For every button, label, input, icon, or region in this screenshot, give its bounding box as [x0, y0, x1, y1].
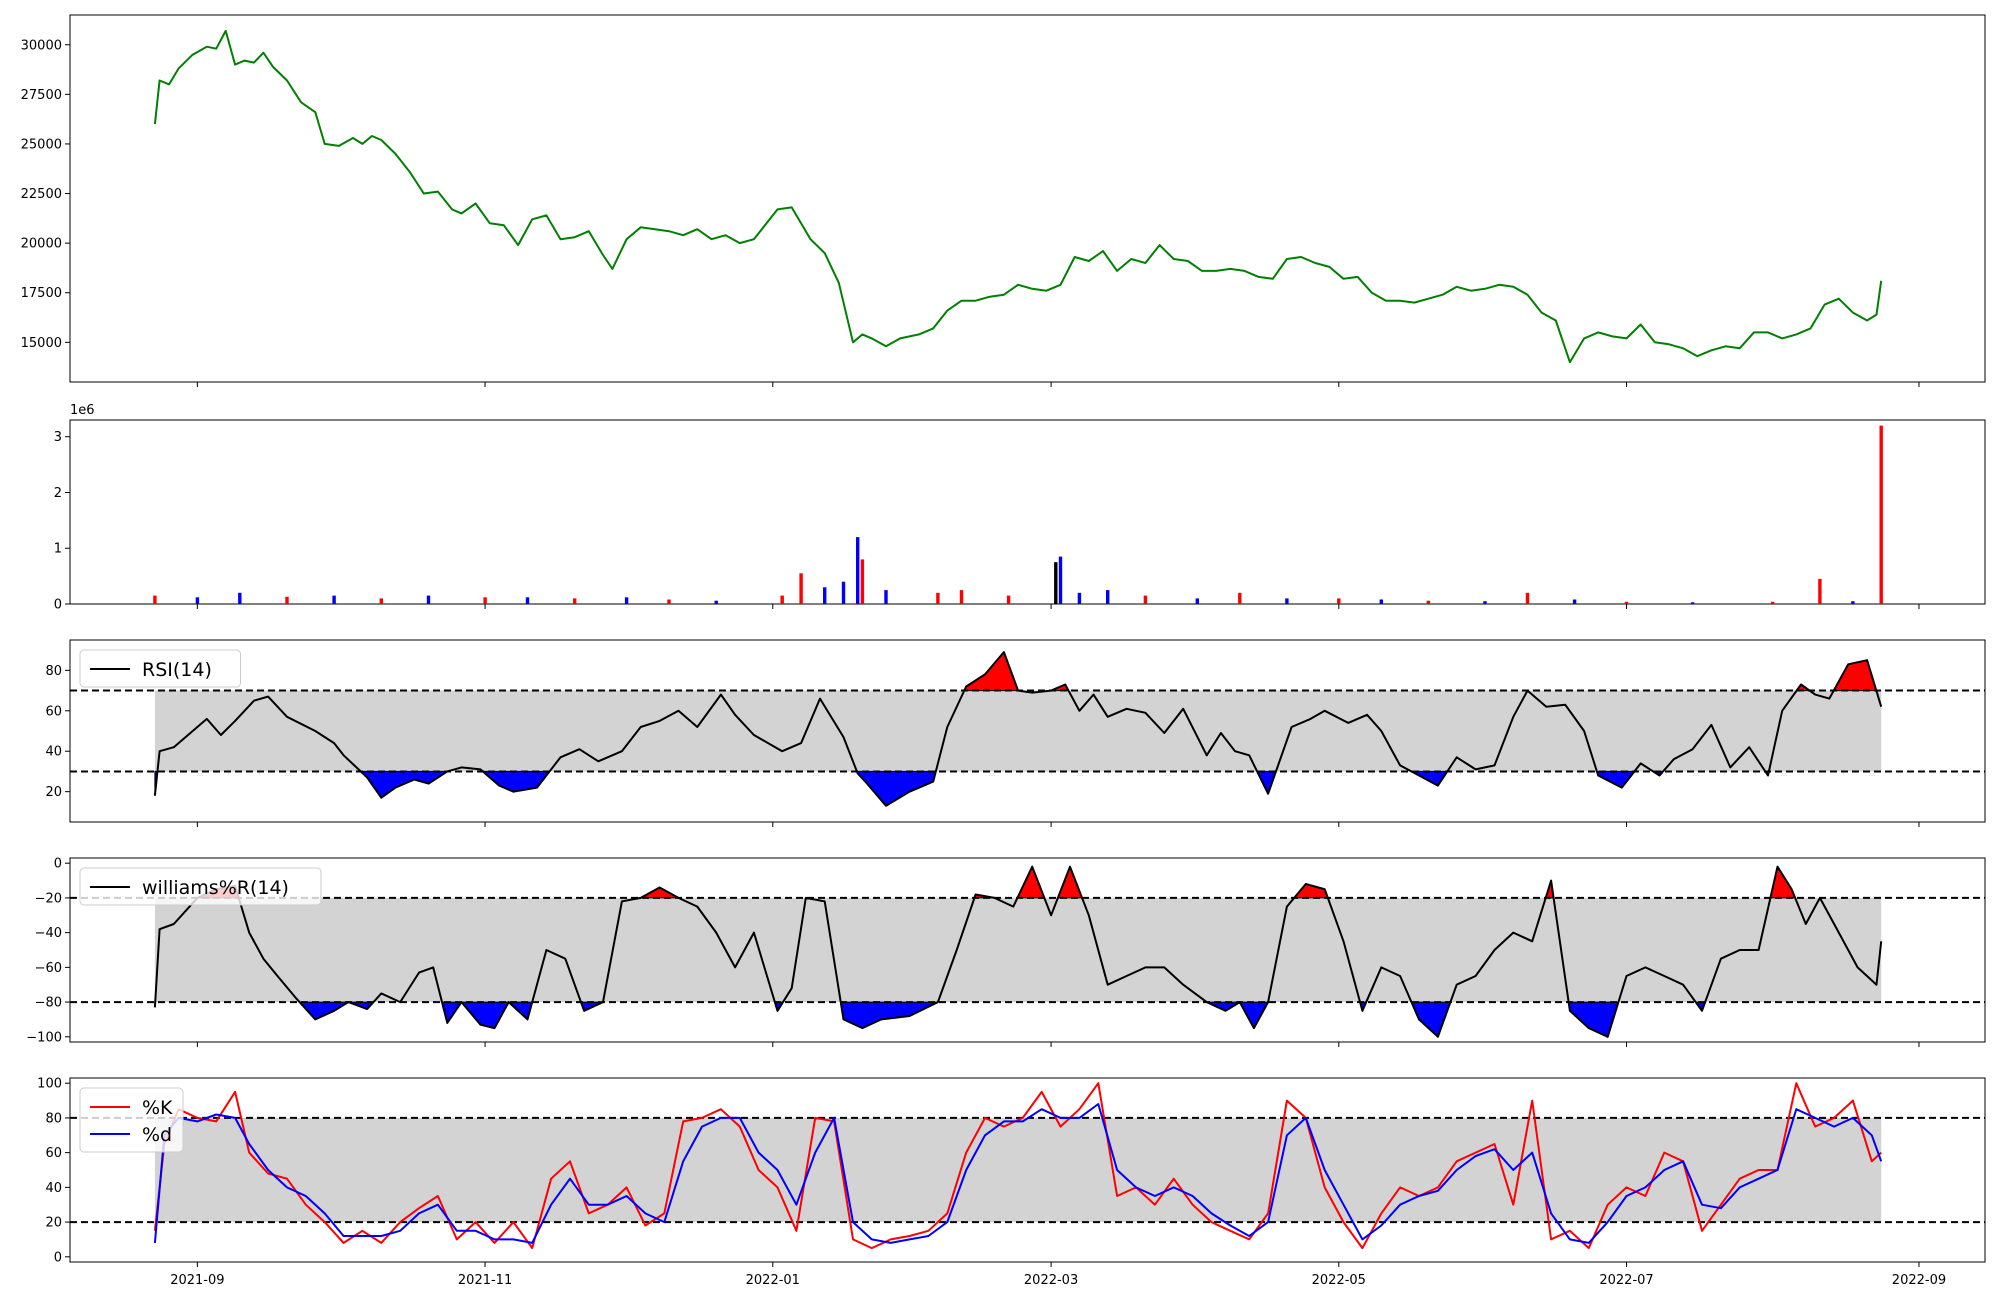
- williams-ytick-label: −80: [35, 996, 62, 1011]
- price-ytick-label: 15000: [21, 336, 62, 351]
- stochastic-ytick-label: 60: [45, 1146, 62, 1161]
- x-tick-label: 2022-09: [1892, 1273, 1946, 1288]
- stochastic-ytick-label: 0: [54, 1250, 62, 1265]
- volume-bar: [1525, 592, 1530, 604]
- williams-ytick-label: 0: [54, 857, 62, 872]
- volume-ytick-label: 3: [54, 430, 62, 445]
- volume-ytick-label: 0: [54, 598, 62, 613]
- volume-bar: [1337, 598, 1341, 604]
- stochastic-legend-label: %K: [142, 1097, 173, 1119]
- rsi-legend: [79, 649, 241, 688]
- volume-bar: [1379, 599, 1383, 604]
- price-ytick-label: 17500: [21, 286, 62, 301]
- volume-bar: [959, 590, 964, 604]
- volume-bar: [153, 595, 157, 604]
- volume-bar: [573, 598, 577, 604]
- volume-bar: [285, 596, 289, 604]
- volume-ytick-label: 1: [54, 542, 62, 557]
- volume-bar: [799, 573, 803, 604]
- volume-bar: [1195, 598, 1199, 604]
- rsi-legend-label: RSI(14): [142, 659, 212, 681]
- williams-legend: [79, 867, 322, 906]
- x-tick-label: 2022-05: [1312, 1273, 1366, 1288]
- volume-bar: [525, 597, 530, 604]
- volume-bar: [1106, 590, 1110, 604]
- x-tick-label: 2021-11: [458, 1273, 512, 1288]
- volume-bar: [1006, 595, 1011, 604]
- x-tick-label: 2022-03: [1024, 1273, 1078, 1288]
- price-ytick-label: 20000: [21, 237, 62, 252]
- rsi-ytick-label: 40: [45, 745, 62, 760]
- volume-bar: [667, 599, 671, 604]
- volume-bar: [1771, 601, 1775, 604]
- volume-bar: [1572, 599, 1577, 604]
- volume-bar: [1851, 601, 1855, 604]
- price-ytick-label: 25000: [21, 137, 62, 152]
- stochastic-ytick-label: 20: [45, 1216, 62, 1231]
- volume-bar: [823, 587, 827, 604]
- volume-bar: [1879, 425, 1883, 604]
- price-line: [153, 29, 1883, 364]
- volume-bar: [1077, 592, 1082, 604]
- price-axes-frame: [69, 14, 1986, 383]
- stochastic-legend: [79, 1087, 184, 1153]
- williams-ytick-label: −100: [26, 1030, 62, 1045]
- volume-bar: [332, 595, 336, 604]
- price-ytick-label: 22500: [21, 187, 62, 202]
- volume-bar: [1238, 592, 1242, 604]
- williams-ytick-label: −40: [35, 926, 62, 941]
- x-tick-label: 2021-09: [170, 1273, 224, 1288]
- volume-bar: [714, 600, 718, 604]
- stochastic-d-line: [153, 1103, 1883, 1244]
- volume-bar: [1285, 598, 1289, 604]
- volume-bar: [1143, 595, 1148, 604]
- williams-band-fill: [154, 897, 1882, 1003]
- rsi-line: [153, 651, 1883, 807]
- volume-bar: [884, 590, 888, 604]
- volume-bar: [624, 597, 629, 604]
- volume-bar: [936, 592, 940, 604]
- price-ytick-label: 27500: [21, 88, 62, 103]
- stochastic-legend-label: %d: [142, 1124, 172, 1146]
- volume-bar: [195, 597, 200, 604]
- volume-bar: [1818, 578, 1822, 604]
- x-tick-label: 2022-01: [746, 1273, 800, 1288]
- volume-axes-frame: [69, 419, 1986, 605]
- volume-bar: [780, 595, 784, 604]
- volume-bar: [1483, 601, 1487, 604]
- stochastic-band-fill: [154, 1117, 1882, 1223]
- volume-bar: [1058, 556, 1063, 604]
- volume-bar: [1624, 601, 1629, 604]
- williams-ytick-label: −20: [35, 891, 62, 906]
- price-ytick-label: 30000: [21, 38, 62, 53]
- rsi-ytick-label: 20: [45, 785, 62, 800]
- volume-offset-label: 1e6: [70, 403, 95, 418]
- williams-legend-label: williams%R(14): [142, 877, 289, 899]
- stochastic-ytick-label: 80: [45, 1111, 62, 1126]
- stochastic-ytick-label: 40: [45, 1181, 62, 1196]
- rsi-ytick-label: 60: [45, 704, 62, 719]
- volume-bar: [860, 559, 865, 604]
- volume-bar: [379, 598, 383, 604]
- volume-bar: [426, 595, 431, 604]
- rsi-ytick-label: 80: [45, 664, 62, 679]
- volume-bar: [483, 597, 487, 604]
- volume-bar: [1426, 600, 1431, 604]
- williams-ytick-label: −60: [35, 961, 62, 976]
- williams-line: [153, 865, 1883, 1038]
- x-tick-label: 2022-07: [1599, 1273, 1653, 1288]
- volume-bar: [238, 592, 242, 604]
- volume-bar: [856, 537, 860, 604]
- volume-bar: [841, 581, 846, 604]
- volume-bar: [1690, 602, 1695, 604]
- volume-bar: [1054, 562, 1058, 604]
- volume-ytick-label: 2: [54, 486, 62, 501]
- stochastic-ytick-label: 100: [37, 1077, 62, 1092]
- rsi-band-fill: [154, 690, 1882, 772]
